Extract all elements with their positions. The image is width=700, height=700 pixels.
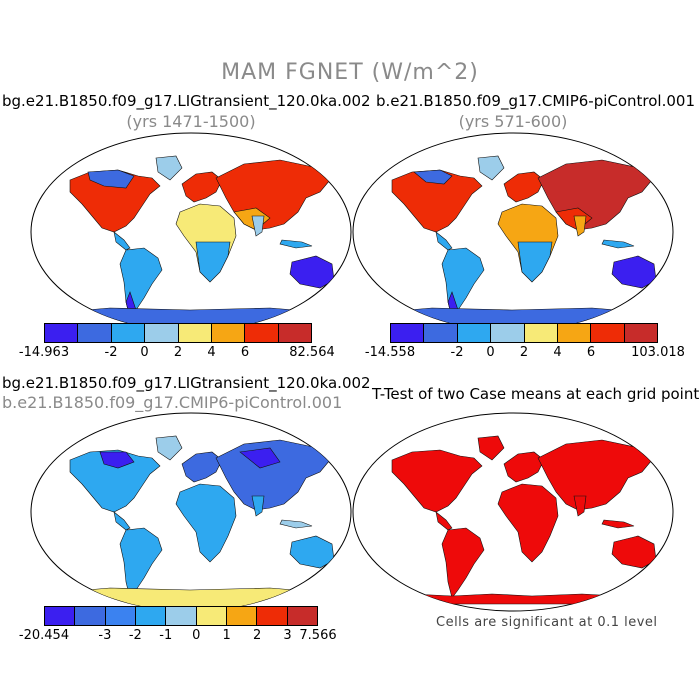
colorbar-swatch [45,607,76,625]
significance-note: Cells are significant at 0.1 level [436,615,658,630]
colorbar-tick-label: -3 [98,628,112,643]
colorbar-tick-label: 82.564 [289,345,335,360]
colorbar-swatch [111,324,146,342]
colorbar-swatch [557,324,592,342]
colorbar-tick-label: 2 [173,345,183,360]
colorbar-swatch [278,324,311,342]
figure-title: MAM FGNET (W/m^2) [221,60,479,85]
colorbar-swatch [196,607,227,625]
colorbar-3: -20.454 -3 -2 -1 0 1 2 3 7.566 [19,606,337,644]
colorbar-swatch [257,607,288,625]
panel3-title: bg.e21.B1850.f09_g17.LIGtransient_120.0k… [2,374,371,392]
colorbar-swatch [391,324,425,342]
colorbar-swatch [75,607,106,625]
colorbar-swatch [135,607,167,625]
colorbar-1: -14.963 -2 0 2 4 6 82.564 [19,323,335,361]
panel3-map [30,412,352,612]
colorbar-tick-label: -20.454 [18,628,70,643]
colorbar-tick-label: -1 [159,628,173,643]
colorbar-swatch [457,324,492,342]
colorbar-swatch [287,607,317,625]
colorbar-tick-label: 7.566 [299,628,337,643]
colorbar-swatch [105,607,136,625]
colorbar-swatch [166,607,197,625]
colorbar-2: -14.558 -2 0 2 4 6 103.018 [365,323,685,361]
colorbar-tick-label: -2 [450,345,464,360]
panel4-map [352,412,674,612]
colorbar-tick-label: -14.963 [18,345,70,360]
colorbar-tick-label: 0 [486,345,495,360]
panel3-subtitle: b.e21.B1850.f09_g17.CMIP6-piControl.001 [2,393,343,412]
colorbar-tick-label: 0 [140,345,149,360]
colorbar-tick-label: 2 [519,345,529,360]
colorbar-tick-label: -2 [128,628,142,643]
colorbar-tick-label: 6 [240,345,250,360]
colorbar-tick-label: 0 [192,628,201,643]
colorbar-swatch [211,324,246,342]
panel1-years: (yrs 1471-1500) [126,112,256,131]
colorbar-swatch [226,607,258,625]
colorbar-tick-label: 1 [222,628,231,643]
panel2-years: (yrs 571-600) [458,112,568,131]
colorbar-tick-label: 4 [553,345,562,360]
colorbar-tick-label: 3 [283,628,292,643]
colorbar-swatch [245,324,279,342]
colorbar-swatch [145,324,179,342]
colorbar-tick-label: -2 [104,345,118,360]
panel1-title: bg.e21.B1850.f09_g17.LIGtransient_120.0k… [2,92,371,110]
colorbar-tick-label: 103.018 [631,345,685,360]
colorbar-tick-label: 4 [207,345,216,360]
colorbar-tick-label: 6 [586,345,596,360]
colorbar-swatch [491,324,525,342]
panel2-title: b.e21.B1850.f09_g17.CMIP6-piControl.001 [376,92,695,110]
colorbar-swatch [178,324,212,342]
colorbar-tick-label: 2 [252,628,262,643]
colorbar-swatch [78,324,112,342]
colorbar-swatch [524,324,558,342]
panel1-map [30,132,352,332]
colorbar-tick-label: -14.558 [364,345,416,360]
colorbar-swatch [424,324,458,342]
colorbar-swatch [591,324,625,342]
colorbar-swatch [624,324,657,342]
panel4-title: T-Test of two Case means at each grid po… [372,385,700,403]
panel2-map [352,132,674,332]
colorbar-swatch [45,324,79,342]
